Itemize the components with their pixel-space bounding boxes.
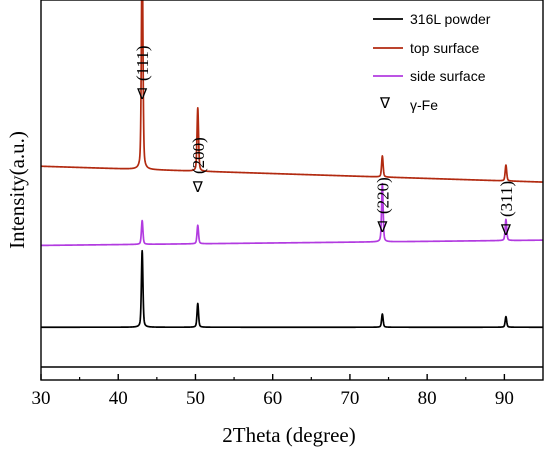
y-axis-title: Intensity(a.u.)	[5, 131, 29, 249]
x-tick-label-70: 70	[340, 388, 359, 409]
legend-label-gamma-fe: γ-Fe	[410, 97, 438, 113]
legend-label-side-surface: side surface	[410, 68, 486, 84]
x-axis-title: 2Theta (degree)	[222, 423, 356, 447]
x-tick-label-90: 90	[495, 388, 514, 409]
series-side-surface	[40, 182, 544, 247]
x-tick-label-40: 40	[109, 388, 128, 409]
legend: 316L powder top surface side surface ∇ γ…	[373, 11, 491, 113]
plot-lines	[40, 0, 544, 329]
x-tick-label-60: 60	[263, 388, 282, 409]
peak-label-200: (200)	[189, 137, 208, 174]
plot-frame	[40, 0, 544, 381]
peak-label-111: (111)	[133, 45, 152, 81]
peak-markers: ∇ (111) ∇ (200) ∇ (220) ∇ (311)	[133, 45, 516, 239]
peak-marker-111: ∇	[136, 85, 148, 103]
legend-label-top-surface: top surface	[410, 40, 479, 56]
legend-label-316l-powder: 316L powder	[410, 11, 491, 27]
peak-marker-311: ∇	[500, 221, 512, 239]
peak-label-311: (311)	[497, 181, 516, 217]
series-316l-powder	[40, 249, 544, 329]
legend-symbol-gamma-fe: ∇	[379, 94, 391, 112]
x-tick-label-30: 30	[32, 388, 51, 409]
peak-marker-200: ∇	[192, 178, 204, 196]
x-tick-label-50: 50	[186, 388, 205, 409]
x-tick-label-80: 80	[418, 388, 437, 409]
peak-label-220: (220)	[373, 177, 392, 214]
x-axis-ticks: 30 40 50 60 70 80 90	[32, 374, 514, 409]
peak-marker-220: ∇	[376, 218, 388, 236]
series-top-surface	[40, 0, 544, 183]
